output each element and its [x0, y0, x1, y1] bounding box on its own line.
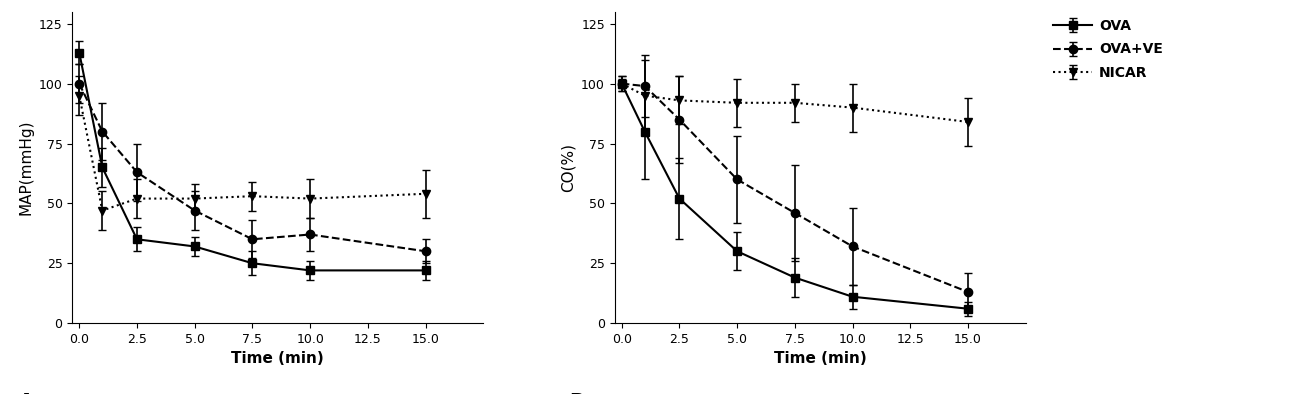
Y-axis label: CO(%): CO(%): [560, 143, 576, 192]
Text: A: A: [18, 392, 34, 394]
X-axis label: Time (min): Time (min): [231, 351, 325, 366]
Text: B: B: [569, 392, 584, 394]
Legend: OVA, OVA+VE, NICAR: OVA, OVA+VE, NICAR: [1053, 19, 1162, 80]
X-axis label: Time (min): Time (min): [773, 351, 867, 366]
Y-axis label: MAP(mmHg): MAP(mmHg): [18, 120, 33, 215]
